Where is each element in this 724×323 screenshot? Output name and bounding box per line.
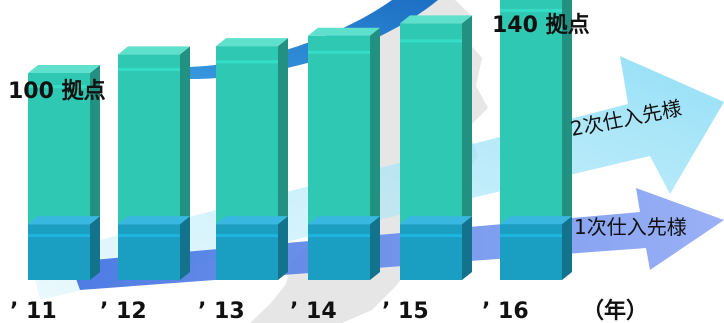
bar-6-upper-segment-front — [500, 0, 562, 225]
bar-4-lower-segment-front — [308, 224, 370, 280]
swoosh-curve — [140, 0, 438, 80]
bar-5-stripe-upper — [400, 39, 462, 43]
bar-6-lower-segment-front — [500, 224, 562, 280]
bar-5-stripe-lower — [400, 234, 462, 238]
bar-1-stripe-lower — [28, 234, 90, 238]
bar-2 — [118, 46, 190, 280]
bar-2-lower-segment-top — [118, 216, 190, 225]
bar-1-lower-segment-front — [28, 224, 90, 280]
annotation-last: 140 拠点 — [492, 12, 590, 38]
bar-5-upper-segment-front — [400, 23, 462, 225]
bar-5-lower-segment-side — [462, 216, 472, 280]
x-axis-unit-label: （年） — [582, 298, 648, 323]
bar-3-lower-segment-side — [278, 216, 288, 280]
bar-4-lower-segment-side — [370, 216, 380, 280]
bar-5-upper-segment-side — [462, 15, 472, 225]
bar-1-stripe-upper — [28, 85, 90, 89]
x-tick-label: ’ 14 — [290, 299, 337, 323]
bar-3-upper-segment-front — [216, 46, 278, 225]
bar-4 — [308, 27, 380, 280]
bar-4-stripe-lower — [308, 234, 370, 238]
bar-2-upper-segment-front — [118, 54, 180, 225]
bar-2-lower-segment-side — [180, 216, 190, 280]
bar-2-upper-segment-top — [118, 46, 190, 55]
x-tick-label: ’ 11 — [10, 299, 57, 323]
bar-6-stripe-upper — [500, 8, 562, 12]
bar-6-stripe-lower — [500, 234, 562, 238]
bar-2-stripe-lower — [118, 234, 180, 238]
bar-4-upper-segment-top — [308, 27, 380, 36]
bar-1 — [28, 65, 100, 280]
x-tick-label: ’ 13 — [198, 299, 245, 323]
bar-1-upper-segment-front — [28, 73, 90, 225]
bar-4-stripe-upper — [308, 50, 370, 54]
bar-6-lower-segment-top — [500, 216, 572, 225]
x-tick-label: ’ 15 — [382, 299, 429, 323]
annotation-first: 100 拠点 — [8, 78, 106, 104]
legend-label-lower: 1次仕入先様 — [574, 215, 687, 239]
bar-3 — [216, 38, 288, 280]
bar-6-upper-segment-side — [562, 0, 572, 225]
bar-3-upper-segment-side — [278, 38, 288, 225]
bar-5-lower-segment-front — [400, 224, 462, 280]
bar-1-upper-segment-side — [90, 65, 100, 225]
bar-3-lower-segment-front — [216, 224, 278, 280]
bar-2-upper-segment-side — [180, 46, 190, 225]
bar-4-lower-segment-top — [308, 216, 380, 225]
bar-5 — [400, 15, 472, 280]
bar-4-upper-segment-front — [308, 35, 370, 225]
bar-1-lower-segment-side — [90, 216, 100, 280]
bar-1-upper-segment-top — [28, 65, 100, 73]
bar-3-stripe-lower — [216, 234, 278, 238]
bar-5-upper-segment-top — [400, 15, 472, 24]
bar-1-lower-segment-top — [28, 216, 100, 225]
bar-3-lower-segment-top — [216, 216, 288, 225]
x-tick-label: ’ 16 — [482, 299, 529, 323]
bar-3-stripe-upper — [216, 60, 278, 64]
bar-4-upper-segment-side — [370, 27, 380, 225]
bar-2-stripe-upper — [118, 67, 180, 71]
bars — [28, 0, 572, 280]
bar-6 — [500, 0, 572, 280]
bar-6-lower-segment-side — [562, 216, 572, 280]
x-tick-label: ’ 12 — [100, 299, 147, 323]
bar-3-upper-segment-top — [216, 38, 288, 47]
bar-2-lower-segment-front — [118, 224, 180, 280]
bar-5-lower-segment-top — [400, 216, 472, 225]
